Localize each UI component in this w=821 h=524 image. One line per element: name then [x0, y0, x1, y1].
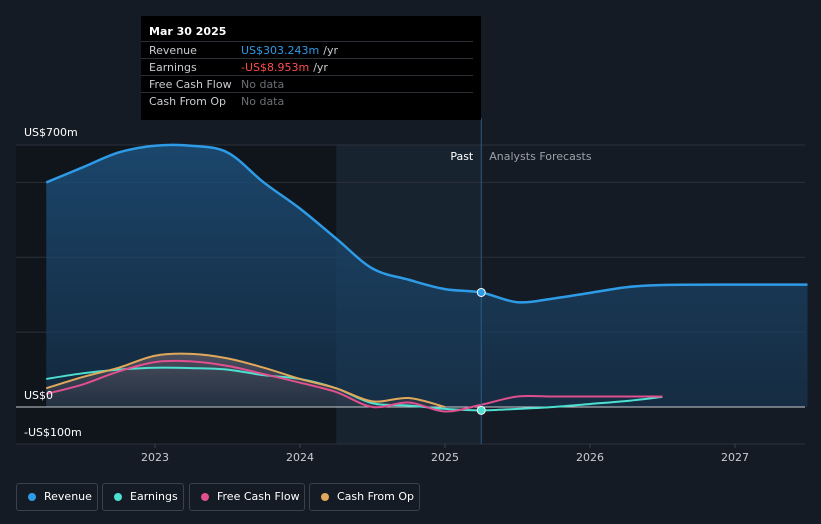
legend-dot: [321, 493, 329, 501]
marker-earnings: [476, 405, 486, 415]
x-tick-label: 2027: [721, 451, 749, 464]
tooltip-row-earnings: Earnings -US$8.953m/yr: [141, 58, 473, 76]
forecast-label: Analysts Forecasts: [489, 150, 592, 163]
revenue-area: [46, 144, 808, 407]
y-axis-bottom-label: -US$100m: [24, 426, 82, 439]
series-line-cash-from-op: [45, 352, 446, 408]
tooltip-label: Free Cash Flow: [149, 78, 232, 91]
tooltip-label: Cash From Op: [149, 95, 227, 108]
tooltip-row-free-cash-flow: Free Cash Flow No data: [141, 75, 473, 93]
legend-label: Revenue: [44, 490, 92, 503]
tooltip-unit: /yr: [313, 61, 328, 74]
past-label: Past: [450, 150, 474, 163]
x-tick-label: 2024: [286, 451, 314, 464]
tooltip-date: Mar 30 2025: [149, 25, 227, 38]
series-lines: [45, 143, 808, 413]
legend-label: Cash From Op: [337, 490, 415, 503]
x-tick-label: 2023: [141, 451, 169, 464]
series-line-free-cash-flow: [46, 359, 663, 413]
x-tick-label: 2025: [431, 451, 459, 464]
legend-dot: [201, 493, 209, 501]
legend-item-revenue[interactable]: Revenue: [16, 483, 98, 511]
marker-revenue: [476, 287, 486, 297]
tooltip-value: No data: [241, 95, 285, 108]
legend-dot: [28, 493, 36, 501]
tooltip-value: -US$8.953m: [241, 61, 310, 74]
tooltip-row-revenue: Revenue US$303.243m/yr: [141, 41, 473, 59]
y-axis-zero-label: US$0: [24, 389, 53, 402]
y-axis-top-label: US$700m: [24, 126, 78, 139]
markers: [476, 287, 486, 415]
tooltip: Mar 30 2025 Revenue US$303.243m/yr Earni…: [141, 16, 481, 120]
series-line-revenue: [45, 143, 808, 304]
tooltip-value: US$303.243m: [241, 44, 320, 57]
legend-label: Free Cash Flow: [217, 490, 300, 503]
tooltip-value: No data: [241, 78, 285, 91]
tooltip-unit: /yr: [323, 44, 338, 57]
legend-dot: [114, 493, 122, 501]
tooltip-row-cash-from-op: Cash From Op No data: [141, 92, 473, 110]
x-tick-label: 2026: [576, 451, 604, 464]
legend-item-cash-from-op[interactable]: Cash From Op: [309, 483, 420, 511]
legend-item-free-cash-flow[interactable]: Free Cash Flow: [189, 483, 305, 511]
legend-label: Earnings: [130, 490, 178, 503]
legend-item-earnings[interactable]: Earnings: [102, 483, 184, 511]
x-axis-ticks: 2023 2024 2025 2026 2027: [141, 444, 749, 464]
tooltip-label: Earnings: [149, 61, 197, 74]
tooltip-label: Revenue: [149, 44, 197, 57]
